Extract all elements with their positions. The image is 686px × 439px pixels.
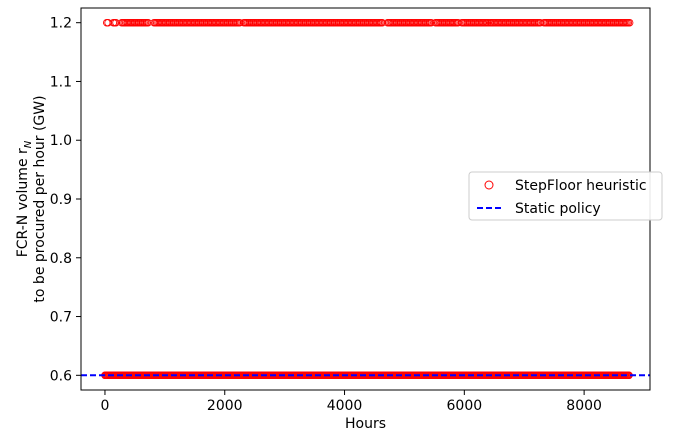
scatter-point [144,18,152,27]
legend-marker-stepfloor [484,180,494,190]
y-tick-label: 0.6 [50,368,72,384]
y-tick-label: 1.0 [50,133,72,149]
y-axis-label-main: FCR-N volume r [15,148,31,257]
scatter-point [427,18,435,27]
legend-box [468,171,663,221]
y-axis-label-line1: FCR-N volume rN [15,140,34,257]
scatter-point [112,18,120,27]
x-tick-label: 6000 [447,398,483,414]
y-tick-label: 0.9 [50,192,72,208]
x-tick-label: 8000 [566,398,602,414]
y-tick-label: 0.8 [50,251,72,267]
legend: StepFloor heuristic Static policy [468,171,663,221]
x-tick-label: 0 [100,398,109,414]
x-tick-label: 2000 [207,398,243,414]
y-tick-label: 0.7 [50,310,72,326]
y-axis-label-line2: to be procured per hour (GW) [32,95,48,302]
x-tick-label: 4000 [327,398,363,414]
y-tick-label: 1.1 [50,74,72,90]
legend-label-stepfloor: StepFloor heuristic [515,178,647,194]
scatter-point [625,18,634,27]
legend-label-static: Static policy [515,201,601,217]
y-axis-label-subscript: N [23,140,34,148]
scatter-point [484,18,493,27]
y-axis: 0.6 0.7 0.8 0.9 1.0 1.1 1.2 [50,16,81,384]
y-tick-label: 1.2 [50,16,72,32]
x-axis-label: Hours [345,416,386,432]
x-axis: 0 2000 4000 6000 8000 [100,390,602,414]
y-axis-label: FCR-N volume rN to be procured per hour … [15,95,48,302]
